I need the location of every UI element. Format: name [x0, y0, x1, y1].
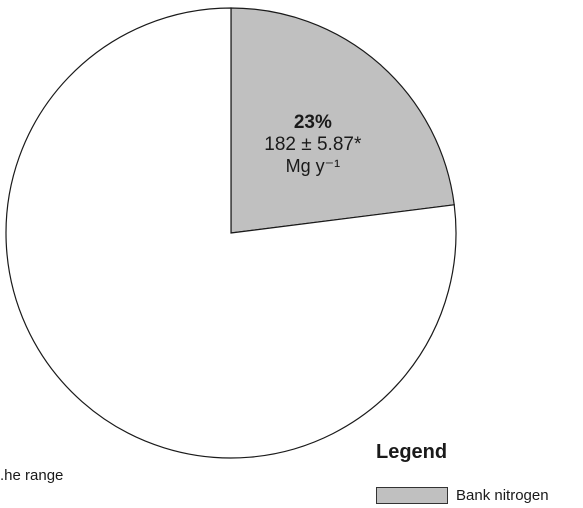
slice-percent-label: 23%: [294, 112, 332, 133]
legend-swatch: [376, 487, 448, 504]
legend-title: Legend: [376, 441, 448, 463]
footnote-text: he range.: [0, 467, 64, 484]
legend-item-bank-nitrogen: Bank nitrogen: [376, 487, 549, 504]
legend-label: Bank nitrogen: [456, 487, 549, 504]
slice-unit-label: Mg y⁻¹: [286, 156, 341, 176]
slice-value-label: 182 ± 5.87*: [264, 134, 362, 155]
pie-slice-bank-nitrogen: [230, 7, 455, 234]
pie-slice-remainder: [5, 7, 457, 459]
